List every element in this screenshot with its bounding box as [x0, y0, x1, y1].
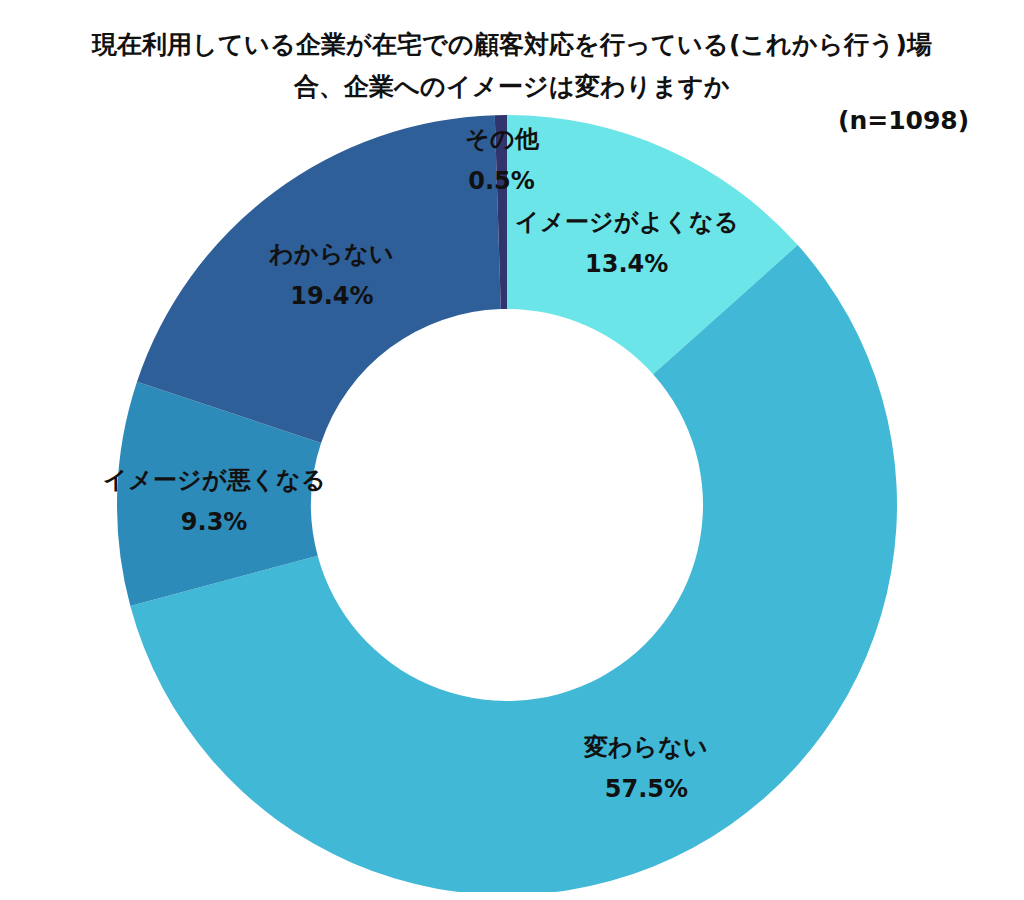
svg-text:その他0.5%: その他0.5%: [465, 125, 540, 195]
svg-text:わからない19.4%: わからない19.4%: [268, 240, 394, 310]
svg-text:変わらない57.5%: 変わらない57.5%: [583, 733, 708, 803]
svg-text:イメージが悪くなる9.3%: イメージが悪くなる9.3%: [103, 466, 326, 536]
svg-text:イメージがよくなる13.4%: イメージがよくなる13.4%: [515, 208, 739, 278]
html-text:(n=1098): (n=1098): [838, 106, 970, 135]
html-text:現在利用している企業が在宅での顧客対応を行っている(これから: 現在利用している企業が在宅での顧客対応を行っている(これから行う)場 合、企業へ…: [92, 30, 932, 101]
